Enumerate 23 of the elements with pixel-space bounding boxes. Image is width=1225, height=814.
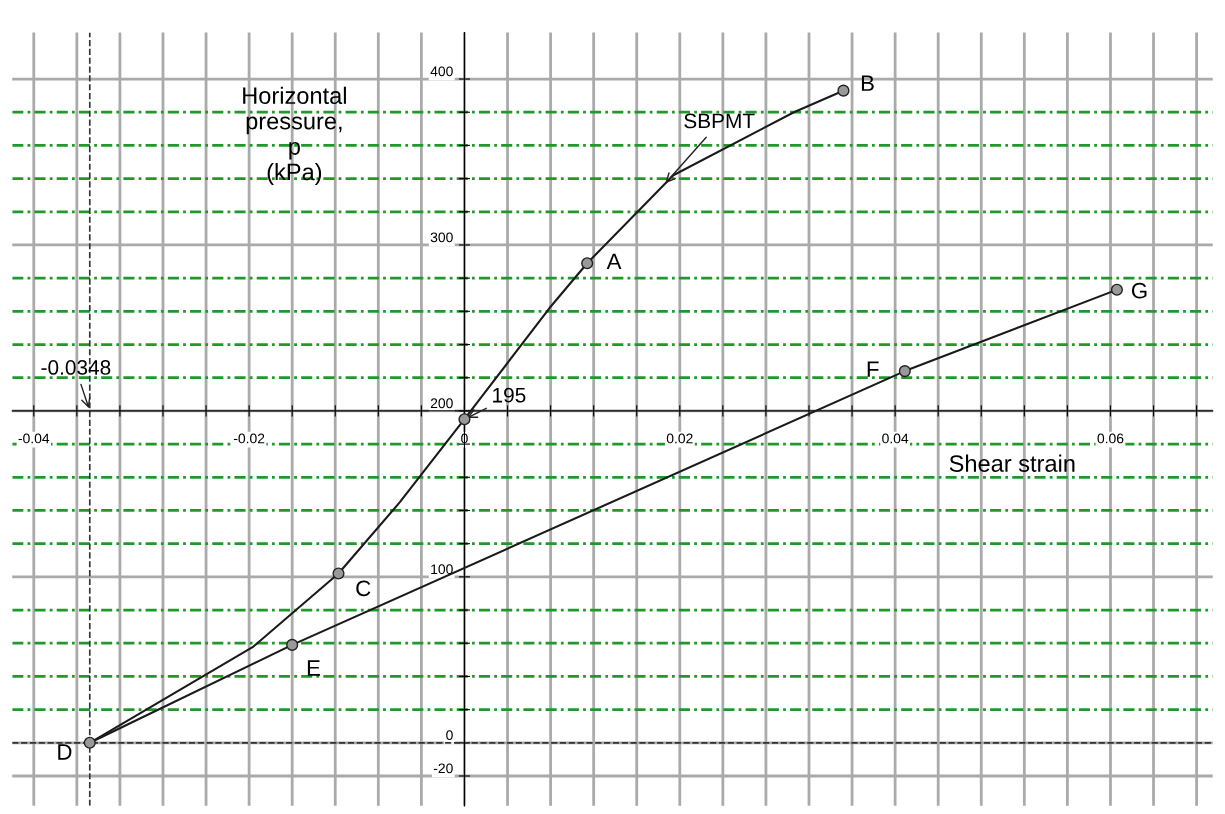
annotation: SBPMT (684, 113, 755, 129)
y-tick-label: -20 (433, 763, 453, 774)
annotation: F (867, 361, 879, 377)
annotation: 195 (493, 387, 526, 403)
annotation: D (58, 744, 72, 760)
x-tick-label: -0.02 (233, 433, 265, 444)
annotation: A (606, 253, 622, 269)
x-tick-label: 0.02 (666, 433, 693, 444)
y-tick-label: 200 (430, 398, 453, 409)
x-axis-title: Shear strain (949, 454, 1075, 472)
y-tick-label: 300 (430, 232, 453, 243)
annotation: E (307, 660, 320, 676)
y-tick-label: 0 (446, 730, 453, 741)
y-tick-label: 400 (430, 66, 453, 77)
annotation: -0.0348 (41, 360, 111, 375)
annotation: C (356, 580, 371, 597)
x-tick-label: 0.06 (1097, 433, 1124, 444)
annotation: G (1131, 282, 1147, 299)
y-axis-title: Horizontal pressure, p (kPa) (243, 86, 346, 185)
y-tick-label: 100 (431, 564, 453, 575)
x-tick-label: -0.04 (18, 433, 50, 444)
annotation: B (861, 75, 874, 91)
x-tick-label: 0.04 (882, 433, 909, 444)
